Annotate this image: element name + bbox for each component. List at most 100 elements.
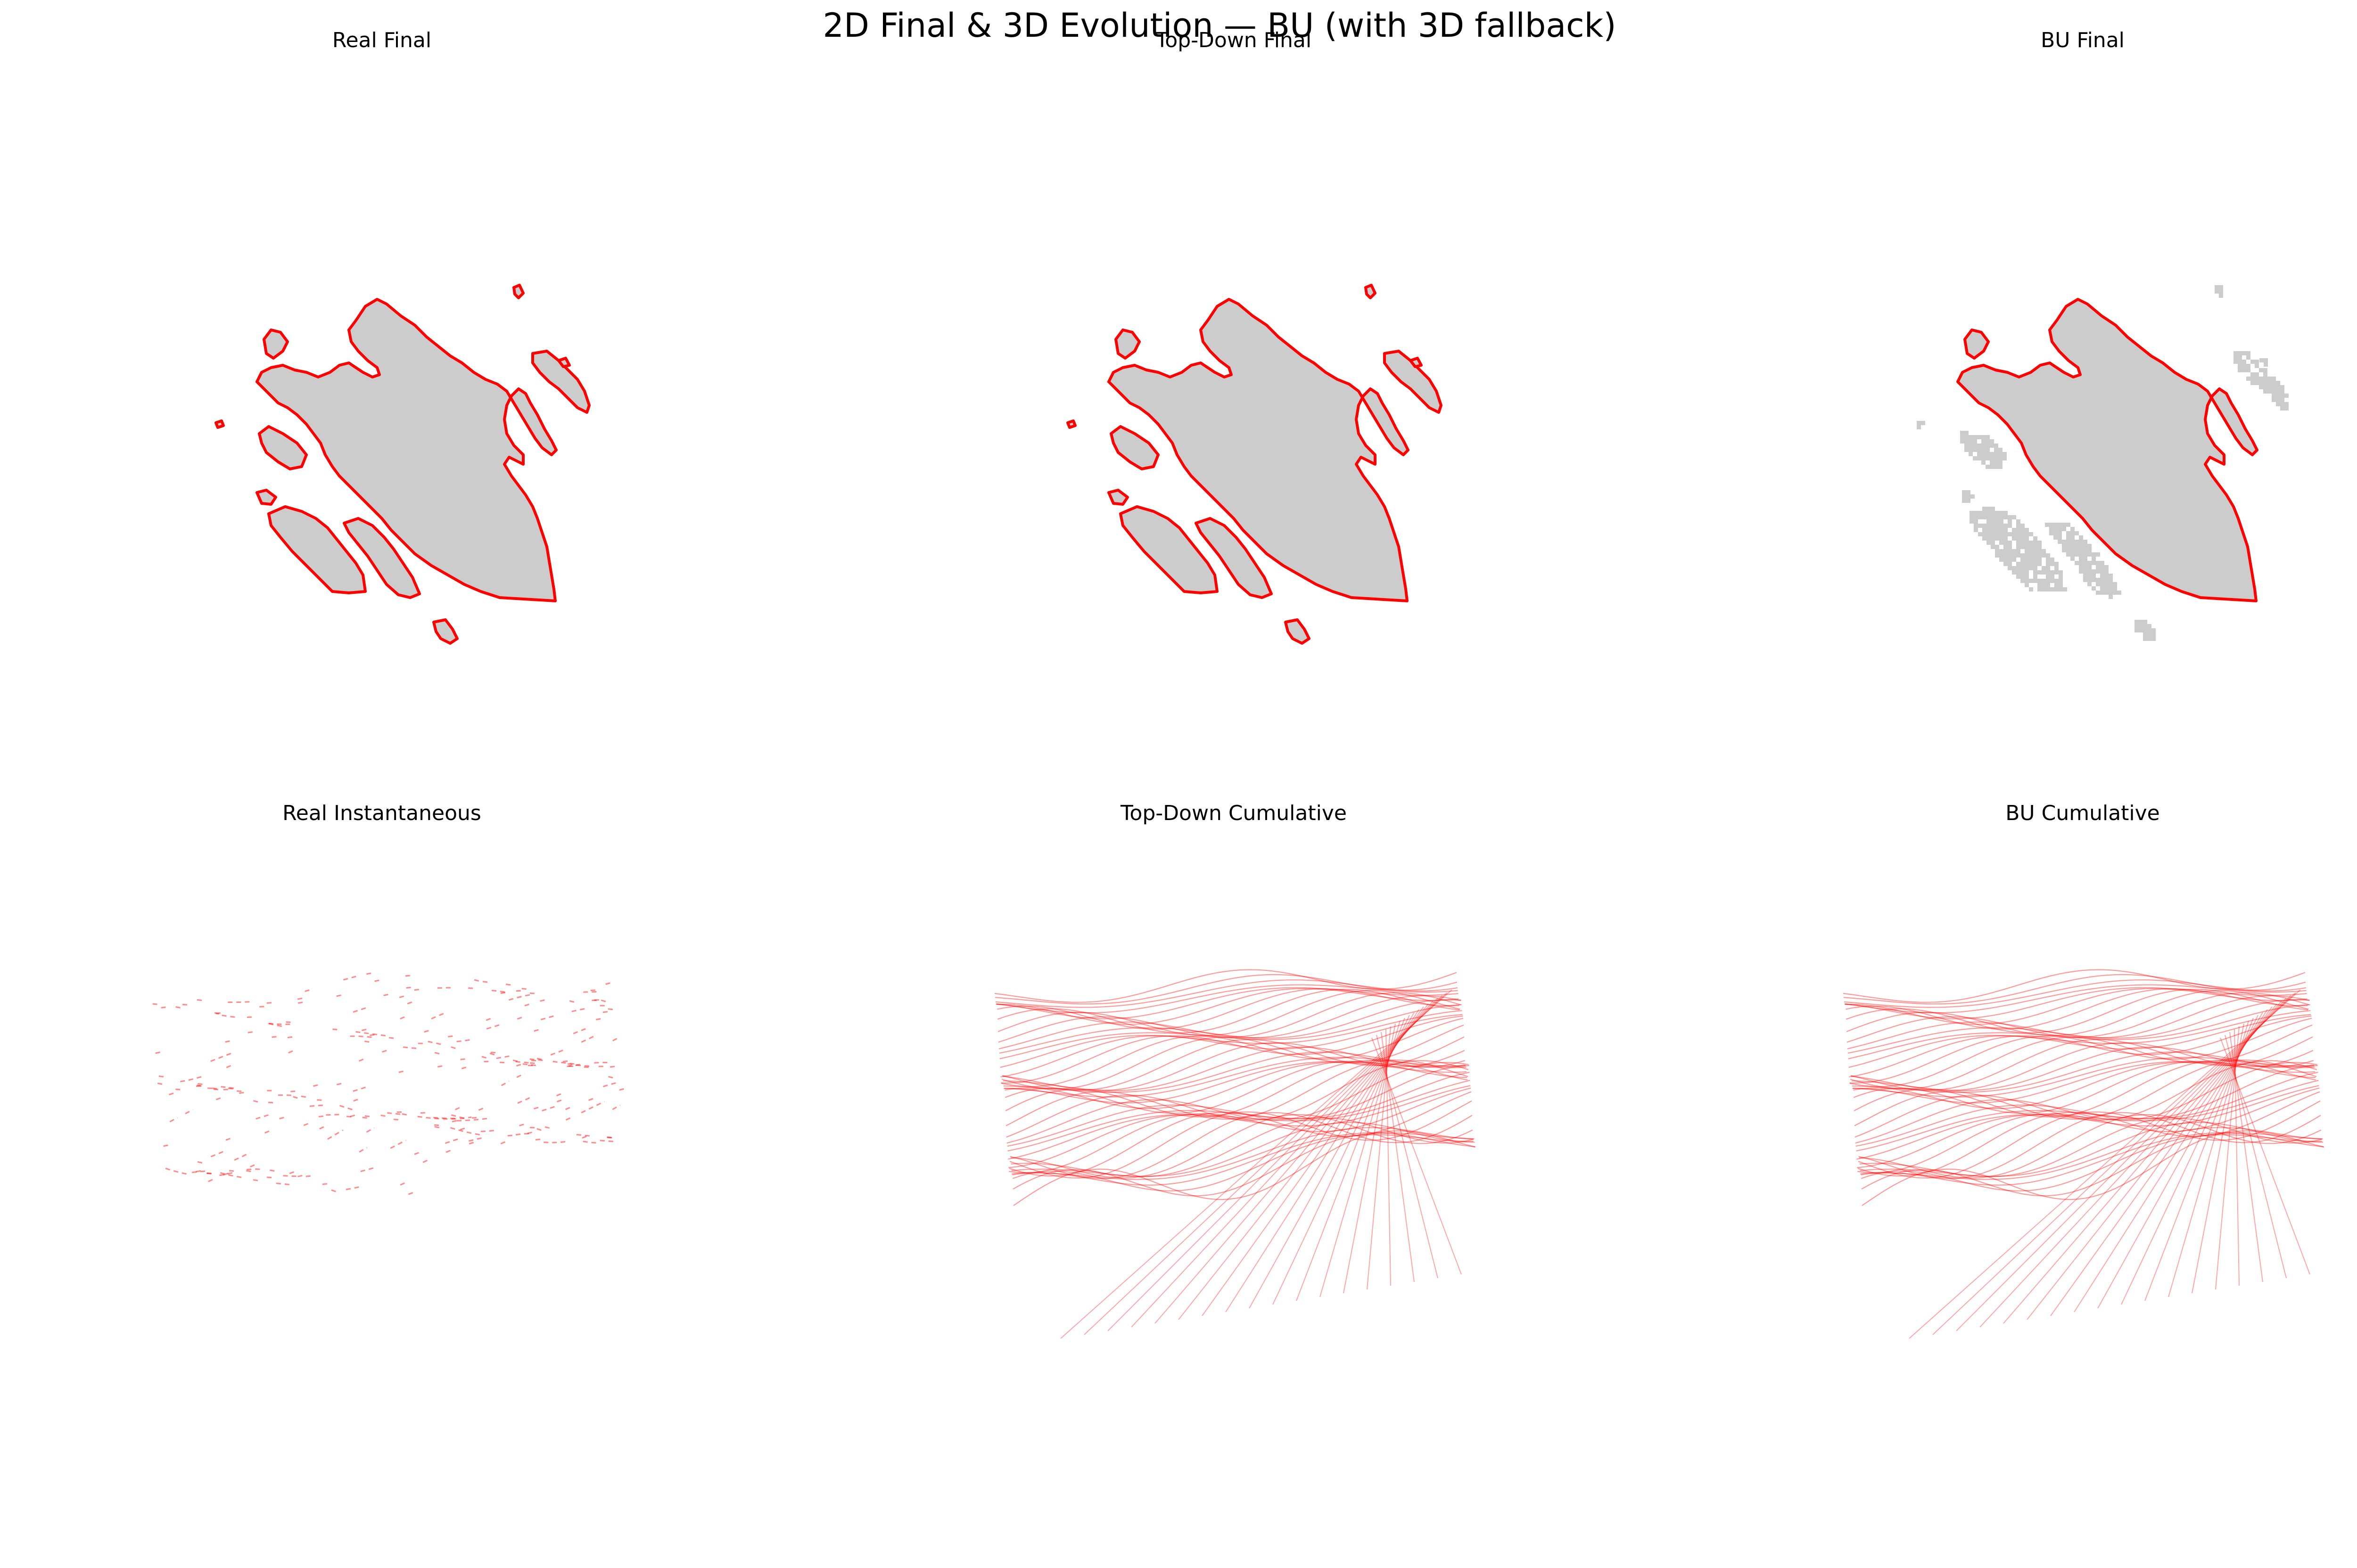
panel-real-final xyxy=(214,284,591,645)
bu-raster-cell xyxy=(2083,557,2087,561)
bu-raster-cell xyxy=(2272,394,2276,398)
bu-raster-cell xyxy=(2003,549,2008,553)
subplot-title-bu-cumulative: BU Cumulative xyxy=(2005,801,2160,825)
bu-raster-cell xyxy=(2139,628,2143,632)
bu-raster-cell xyxy=(1973,456,1977,460)
bu-raster-cell xyxy=(2025,562,2029,566)
bu-raster-cell xyxy=(1995,515,1999,519)
bu-raster-cell xyxy=(2079,561,2083,565)
bu-raster-cell xyxy=(1999,524,2003,528)
bu-raster-cell xyxy=(2058,523,2062,527)
bu-raster-cell xyxy=(2046,570,2050,575)
bu-raster-cell xyxy=(2070,548,2075,552)
subplot-title-top-down-cumulative: Top-Down Cumulative xyxy=(1120,801,1347,825)
bu-raster-cell xyxy=(2280,394,2284,398)
bu-raster-cell xyxy=(2025,536,2029,541)
bu-raster-cell xyxy=(1995,532,1999,536)
bu-raster-cell xyxy=(1977,452,1981,456)
bu-raster-cell xyxy=(2100,565,2104,569)
bu-raster-cell xyxy=(2016,528,2020,532)
bu-raster-cell xyxy=(2033,541,2037,545)
bu-raster-cell xyxy=(1991,524,1995,528)
bu-raster-cell xyxy=(2109,582,2113,586)
bu-raster-cell xyxy=(2049,527,2053,531)
contour-rib xyxy=(1084,992,1448,1335)
bu-raster-cell xyxy=(2280,398,2284,402)
bu-raster-cell xyxy=(2246,364,2250,368)
contour-rib xyxy=(2027,1003,2277,1320)
contour-layer xyxy=(1001,1024,1464,1090)
contour-rib xyxy=(1272,1015,1410,1305)
bu-raster-cell xyxy=(1966,494,1970,499)
bu-raster-cell xyxy=(2238,364,2242,368)
contour-rib xyxy=(1979,998,2287,1328)
bu-raster-cell xyxy=(2079,535,2083,540)
bu-raster-cell xyxy=(2109,574,2113,578)
contour-layer xyxy=(999,1004,1462,1059)
bu-raster-cell xyxy=(2003,553,2008,558)
main-island-shape xyxy=(1107,298,1409,602)
bu-raster-cell xyxy=(2075,552,2079,557)
contour-rib xyxy=(1956,995,2291,1331)
bu-raster-cell xyxy=(1995,524,1999,528)
bu-raster-cell xyxy=(2109,591,2113,595)
bu-raster-cell xyxy=(1999,528,2003,532)
bu-raster-cell xyxy=(2003,536,2008,541)
contour-rib xyxy=(2229,1032,2263,1282)
contour-rib xyxy=(2234,1029,2240,1286)
bu-raster-cell xyxy=(2276,385,2280,389)
bu-raster-cell xyxy=(2284,406,2289,410)
bu-raster-cell xyxy=(2083,544,2087,548)
bu-raster-cell xyxy=(1970,511,1974,515)
bu-raster-cell xyxy=(2020,562,2025,566)
bu-raster-cell xyxy=(1970,519,1974,524)
bu-raster-cell xyxy=(2092,561,2096,565)
bu-raster-cell xyxy=(2003,562,2008,566)
bu-raster-cell xyxy=(1999,519,2003,524)
bu-raster-cell xyxy=(2259,385,2263,389)
contour-layer xyxy=(1856,1072,2318,1152)
bu-raster-cell xyxy=(2087,569,2092,574)
bu-raster-cell xyxy=(2104,569,2109,574)
bu-raster-cell xyxy=(2008,545,2012,549)
bu-raster-cell xyxy=(2083,574,2087,578)
bu-raster-cell xyxy=(2219,294,2223,298)
panel-bu-final xyxy=(1917,285,2289,641)
bu-raster-cell xyxy=(2020,579,2025,583)
bu-raster-cell xyxy=(2059,575,2063,579)
bu-raster-cell xyxy=(2100,578,2104,582)
bu-raster-cell xyxy=(2070,527,2075,531)
bu-raster-cell xyxy=(2062,544,2066,548)
bu-raster-cell xyxy=(1999,511,2003,515)
bu-raster-cell xyxy=(1982,532,1986,536)
bu-raster-cell xyxy=(1982,511,1986,515)
bu-raster-cell xyxy=(1990,456,1994,460)
contour-rib xyxy=(1296,1018,1405,1301)
bu-raster-cell xyxy=(1999,553,2003,558)
bu-raster-cell xyxy=(2104,574,2109,578)
west-tiny-islet-shape xyxy=(1107,489,1129,506)
bu-raster-cell xyxy=(2250,377,2255,381)
contour-rib xyxy=(1319,1020,1401,1297)
contour-layer xyxy=(997,990,1460,1036)
bu-raster-cell xyxy=(1995,519,1999,524)
bu-raster-cell xyxy=(2151,632,2156,637)
bu-raster-cell xyxy=(2238,368,2242,372)
contour-layer xyxy=(1010,1112,1473,1179)
bu-raster-cell xyxy=(2037,570,2042,575)
bu-raster-cell xyxy=(2242,364,2246,368)
contour-layer xyxy=(1862,1130,2324,1206)
contour-rib xyxy=(2050,1006,2273,1316)
bu-raster-cell xyxy=(2008,562,2012,566)
west-speck-shape xyxy=(214,419,225,429)
bu-raster-cell xyxy=(1991,532,1995,536)
bu-raster-cell xyxy=(2066,552,2070,557)
bu-raster-cell xyxy=(2025,528,2029,532)
contour-layer xyxy=(225,1081,619,1141)
contour-rib xyxy=(2144,1018,2254,1301)
contour-rib xyxy=(2097,1012,2263,1309)
bu-raster-cell xyxy=(2046,558,2050,562)
bu-raster-cell xyxy=(2246,377,2250,381)
bu-raster-cell xyxy=(2109,578,2113,582)
bu-raster-cell xyxy=(1986,507,1991,511)
